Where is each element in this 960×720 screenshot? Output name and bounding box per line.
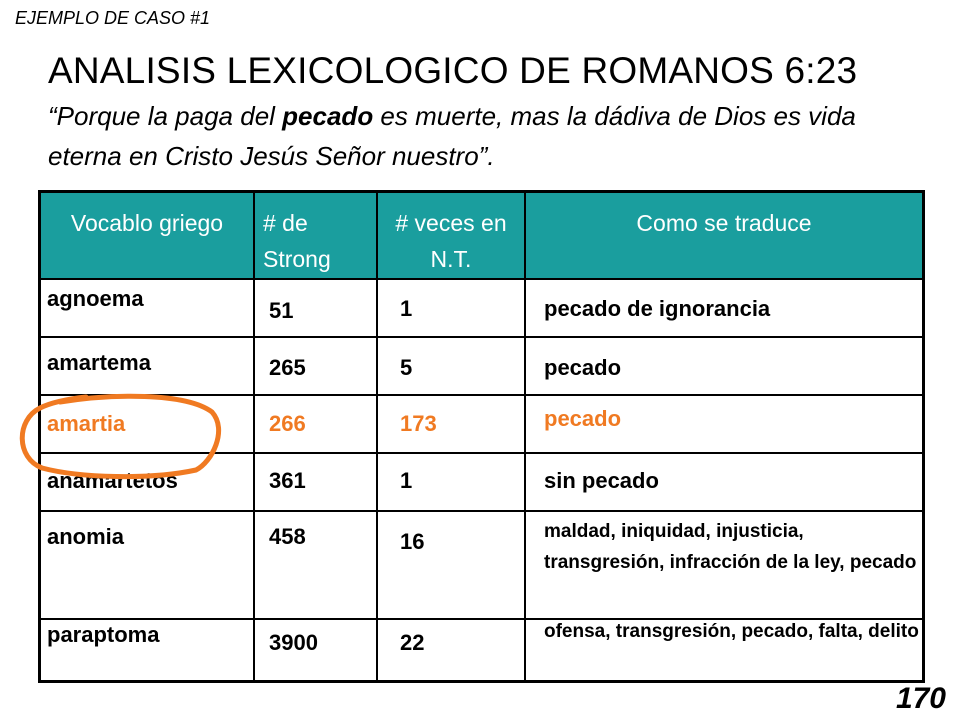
table-row: amartema 265 5 pecado	[39, 337, 925, 396]
case-label: EJEMPLO DE CASO #1	[15, 8, 211, 28]
slide-title: ANALISIS LEXICOLOGICO DE ROMANOS 6:23	[48, 50, 858, 91]
count-cell: 5	[377, 337, 526, 396]
quote-emphasis: pecado	[282, 101, 374, 131]
table-row-highlighted: amartia 266 173 pecado	[39, 395, 925, 454]
header-strong: # de Strong	[254, 191, 378, 280]
translation-cell: pecado	[525, 395, 925, 454]
quote-text-before: “Porque la paga del	[48, 101, 283, 131]
word-cell: agnoema	[39, 279, 255, 338]
lexical-table: Vocablo griego # de Strong # veces en N.…	[38, 190, 925, 683]
word-cell: amartia	[39, 395, 255, 454]
count-cell: 173	[377, 395, 526, 454]
translation-cell: sin pecado	[525, 453, 925, 512]
header-veces: # veces en N.T.	[377, 191, 526, 280]
quote-text-after: es muerte, mas la dádiva de Dios es vida…	[48, 101, 856, 171]
table-row: agnoema 51 1 pecado de ignorancia	[39, 279, 925, 338]
table-row: paraptoma 3900 22 ofensa, transgresión, …	[39, 619, 925, 682]
strong-cell: 458	[254, 511, 378, 620]
table-row: anomia 458 16 maldad, iniquidad, injusti…	[39, 511, 925, 620]
translation-cell: pecado de ignorancia	[525, 279, 925, 338]
word-cell: amartema	[39, 337, 255, 396]
count-cell: 1	[377, 453, 526, 512]
count-cell: 22	[377, 619, 526, 682]
table-row: anamartetos 361 1 sin pecado	[39, 453, 925, 512]
table-header-row: Vocablo griego # de Strong # veces en N.…	[39, 191, 925, 280]
header-vocablo: Vocablo griego	[39, 191, 255, 280]
strong-cell: 3900	[254, 619, 378, 682]
strong-cell: 361	[254, 453, 378, 512]
count-cell: 1	[377, 279, 526, 338]
word-cell: paraptoma	[39, 619, 255, 682]
strong-cell: 265	[254, 337, 378, 396]
translation-cell: ofensa, transgresión, pecado, falta, del…	[525, 619, 925, 682]
translation-cell: maldad, iniquidad, injusticia, transgres…	[525, 511, 925, 620]
header-traduce: Como se traduce	[525, 191, 925, 280]
word-cell: anamartetos	[39, 453, 255, 512]
strong-cell: 51	[254, 279, 378, 338]
word-cell: anomia	[39, 511, 255, 620]
count-cell: 16	[377, 511, 526, 620]
scripture-quote: “Porque la paga del pecado es muerte, ma…	[48, 96, 908, 176]
translation-cell: pecado	[525, 337, 925, 396]
page-number: 170	[895, 682, 946, 715]
strong-cell: 266	[254, 395, 378, 454]
